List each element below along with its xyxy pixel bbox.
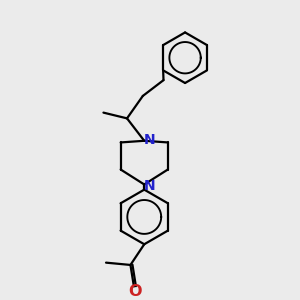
Text: N: N — [143, 178, 155, 193]
Text: N: N — [143, 133, 155, 147]
Text: O: O — [128, 284, 142, 299]
